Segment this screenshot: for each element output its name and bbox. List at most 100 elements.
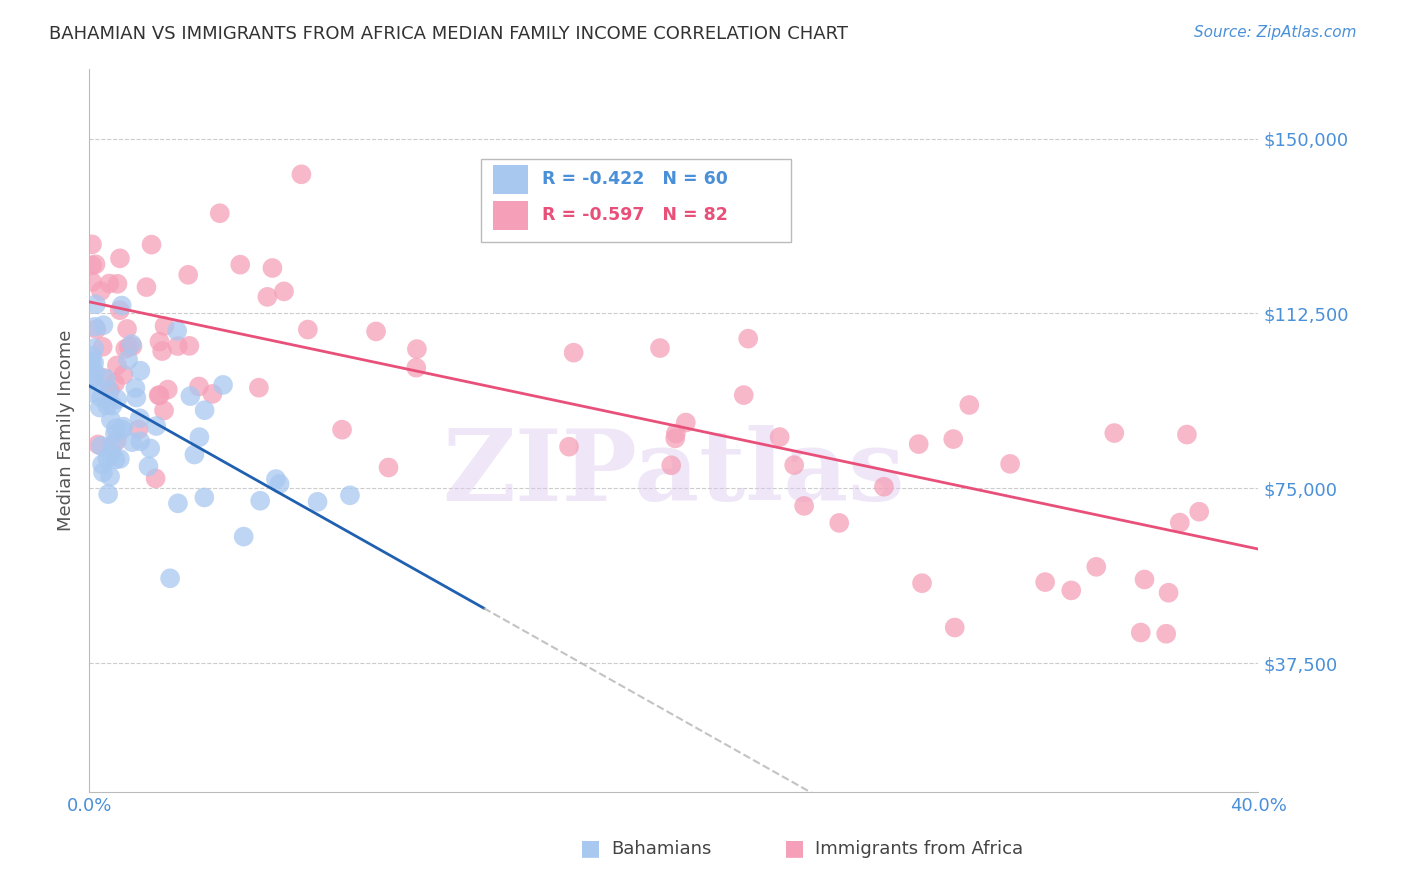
Point	[907, 437, 929, 451]
Point	[793, 499, 815, 513]
Point	[229, 258, 252, 272]
Point	[108, 252, 131, 266]
Text: R = -0.597   N = 82: R = -0.597 N = 82	[541, 206, 727, 224]
Point	[108, 451, 131, 466]
Point	[112, 368, 135, 382]
Point	[264, 472, 287, 486]
Point	[249, 493, 271, 508]
Point	[153, 318, 176, 333]
Point	[665, 426, 688, 441]
Point	[183, 448, 205, 462]
Point	[193, 491, 215, 505]
Point	[90, 391, 112, 405]
Point	[139, 442, 162, 456]
Text: Source: ZipAtlas.com: Source: ZipAtlas.com	[1194, 25, 1357, 40]
Point	[124, 381, 146, 395]
Point	[129, 434, 152, 449]
Point	[648, 341, 671, 355]
Point	[80, 237, 103, 252]
Point	[91, 458, 114, 472]
Point	[145, 419, 167, 434]
Point	[96, 398, 118, 412]
Point	[149, 388, 172, 402]
FancyBboxPatch shape	[492, 165, 527, 194]
Point	[80, 275, 103, 289]
Point	[188, 430, 211, 444]
Point	[141, 237, 163, 252]
Point	[111, 422, 134, 436]
Text: R = -0.422   N = 60: R = -0.422 N = 60	[541, 170, 727, 188]
Point	[273, 285, 295, 299]
Point	[943, 620, 966, 634]
Point	[105, 359, 128, 373]
Point	[377, 460, 399, 475]
Point	[104, 426, 127, 441]
Point	[733, 388, 755, 402]
Point	[405, 360, 427, 375]
Point	[1157, 585, 1180, 599]
Point	[737, 332, 759, 346]
Point	[1033, 575, 1056, 590]
Point	[769, 430, 792, 444]
Point	[80, 349, 103, 363]
Point	[84, 297, 107, 311]
Point	[86, 322, 108, 336]
Point	[153, 403, 176, 417]
Point	[80, 259, 103, 273]
Point	[96, 451, 118, 466]
Point	[297, 322, 319, 336]
Point	[121, 435, 143, 450]
Point	[156, 383, 179, 397]
Point	[97, 383, 120, 397]
Point	[783, 458, 806, 472]
Point	[1175, 427, 1198, 442]
Point	[256, 290, 278, 304]
Point	[87, 437, 110, 451]
Point	[307, 495, 329, 509]
Point	[114, 342, 136, 356]
Point	[118, 340, 141, 354]
Point	[166, 339, 188, 353]
Point	[94, 371, 117, 385]
Point	[1188, 505, 1211, 519]
Point	[83, 341, 105, 355]
Point	[128, 411, 150, 425]
Point	[194, 403, 217, 417]
Point	[93, 318, 115, 333]
Point	[998, 457, 1021, 471]
Point	[104, 376, 127, 391]
Point	[83, 356, 105, 370]
Point	[121, 339, 143, 353]
Point	[101, 437, 124, 451]
Point	[150, 344, 173, 359]
Text: ZIPatlas: ZIPatlas	[443, 425, 905, 522]
Point	[84, 319, 107, 334]
Point	[100, 413, 122, 427]
Point	[262, 260, 284, 275]
Point	[98, 384, 121, 398]
Point	[177, 268, 200, 282]
Point	[138, 459, 160, 474]
Point	[330, 423, 353, 437]
Point	[290, 167, 312, 181]
Point	[82, 371, 104, 385]
Point	[89, 401, 111, 415]
Point	[84, 366, 107, 380]
Point	[127, 423, 149, 437]
Point	[562, 345, 585, 359]
Point	[828, 516, 851, 530]
Point	[98, 277, 121, 291]
Point	[97, 487, 120, 501]
Point	[1154, 627, 1177, 641]
Point	[1060, 583, 1083, 598]
Point	[91, 340, 114, 354]
Point	[111, 299, 134, 313]
Point	[121, 337, 143, 351]
Point	[80, 373, 103, 387]
Point	[675, 416, 697, 430]
Point	[91, 466, 114, 480]
Point	[148, 388, 170, 402]
Point	[911, 576, 934, 591]
Point	[112, 419, 135, 434]
Text: BAHAMIAN VS IMMIGRANTS FROM AFRICA MEDIAN FAMILY INCOME CORRELATION CHART: BAHAMIAN VS IMMIGRANTS FROM AFRICA MEDIA…	[49, 25, 848, 43]
